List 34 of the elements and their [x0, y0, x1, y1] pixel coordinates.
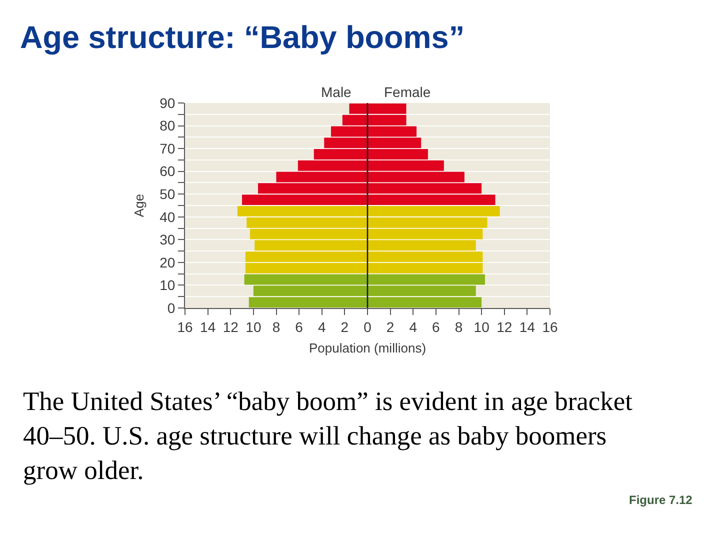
x-tick-label: 16 [542, 318, 558, 335]
y-tick-label: 30 [160, 232, 176, 248]
y-tick-label: 50 [160, 186, 176, 202]
x-tick-label: 10 [474, 318, 490, 335]
x-tick-label: 8 [272, 318, 280, 335]
series-label: Female [384, 84, 431, 100]
y-tick-label: 80 [160, 118, 176, 134]
x-tick-label: 4 [409, 318, 418, 335]
y-tick-label: 90 [160, 94, 176, 111]
series-label: Male [321, 84, 352, 100]
x-tick-label: 16 [177, 318, 193, 335]
chart-title: Age structure: “Baby booms” [20, 19, 465, 56]
x-tick-label: 6 [295, 318, 304, 335]
y-tick-label: 60 [160, 163, 176, 180]
y-axis-title: Age [132, 194, 147, 218]
x-tick-label: 14 [200, 318, 216, 335]
y-tick-label: 0 [167, 300, 176, 316]
y-tick-label: 10 [160, 277, 176, 294]
y-tick-label: 20 [160, 254, 176, 270]
x-tick-label: 14 [519, 318, 536, 335]
x-tick-label: 2 [386, 318, 394, 335]
x-axis-title: Population (millions) [308, 340, 426, 356]
x-tick-label: 4 [318, 318, 326, 335]
x-tick-label: 12 [496, 318, 512, 335]
x-tick-label: 2 [340, 318, 349, 335]
x-tick-label: 10 [246, 318, 262, 335]
y-tick-label: 70 [160, 140, 176, 156]
y-tick-label: 40 [160, 208, 176, 225]
x-tick-label: 12 [222, 318, 239, 335]
x-tick-label: 0 [364, 318, 372, 335]
x-tick-label: 6 [432, 318, 440, 335]
caption: Figure 7.12 [629, 493, 693, 507]
x-tick-label: 8 [454, 318, 463, 335]
text: The United States’ “baby boom” is evident in age bracket 40–50. U.S. age structure will change as baby boomers grow older. [23, 386, 634, 485]
